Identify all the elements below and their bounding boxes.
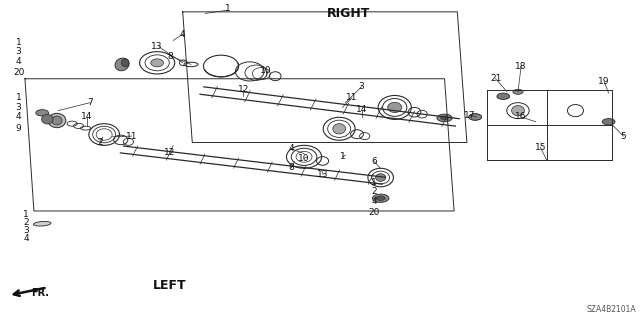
Ellipse shape [122, 59, 129, 67]
Text: 7: 7 [87, 98, 93, 107]
Text: 16: 16 [515, 113, 527, 122]
Circle shape [376, 196, 385, 200]
Text: 17: 17 [465, 111, 476, 120]
Text: 8: 8 [167, 52, 173, 61]
Text: 14: 14 [81, 113, 93, 122]
Text: 15: 15 [534, 143, 546, 152]
Circle shape [36, 110, 49, 116]
Text: 6: 6 [371, 157, 377, 166]
Text: 2: 2 [24, 218, 29, 227]
Text: 12: 12 [237, 85, 249, 94]
Text: 1: 1 [225, 4, 230, 13]
Text: 18: 18 [515, 61, 527, 70]
Text: FR.: FR. [31, 288, 49, 298]
Text: 1: 1 [16, 93, 22, 102]
Text: 3: 3 [16, 47, 22, 56]
Text: 1: 1 [371, 178, 377, 187]
Ellipse shape [42, 115, 53, 124]
Text: 8: 8 [289, 164, 294, 172]
Text: 20: 20 [369, 208, 380, 217]
Text: 4: 4 [371, 197, 377, 206]
Ellipse shape [333, 124, 346, 134]
Text: 10: 10 [260, 66, 271, 75]
Ellipse shape [151, 59, 164, 67]
Circle shape [602, 119, 615, 125]
Ellipse shape [33, 221, 51, 226]
Circle shape [441, 116, 449, 120]
Text: 2: 2 [97, 138, 102, 147]
Text: 13: 13 [152, 42, 163, 52]
Ellipse shape [388, 102, 402, 113]
Text: RIGHT: RIGHT [326, 7, 370, 20]
Ellipse shape [52, 116, 62, 125]
Circle shape [468, 114, 481, 120]
Text: 11: 11 [346, 93, 358, 102]
Ellipse shape [376, 174, 386, 181]
Circle shape [437, 114, 452, 122]
Text: 4: 4 [289, 144, 294, 153]
Circle shape [497, 93, 509, 100]
Text: LEFT: LEFT [153, 279, 187, 292]
Text: 4: 4 [24, 234, 29, 243]
Text: 14: 14 [356, 105, 367, 114]
Text: 19: 19 [598, 77, 610, 86]
Text: 3: 3 [16, 103, 22, 112]
Ellipse shape [115, 58, 129, 71]
Text: 3: 3 [24, 226, 29, 235]
Text: SZA4B2101A: SZA4B2101A [586, 305, 636, 314]
Text: 10: 10 [298, 154, 310, 163]
Text: 5: 5 [620, 132, 626, 140]
Ellipse shape [48, 113, 66, 128]
Text: 4: 4 [180, 30, 186, 39]
Text: 4: 4 [16, 57, 21, 66]
Ellipse shape [511, 106, 524, 116]
Text: 1: 1 [339, 152, 345, 161]
Circle shape [513, 89, 523, 94]
Text: 1: 1 [24, 210, 29, 219]
Text: 21: 21 [490, 74, 501, 83]
Text: 2: 2 [371, 188, 377, 196]
Text: 20: 20 [13, 68, 24, 77]
Text: 9: 9 [16, 124, 22, 132]
Text: 4: 4 [16, 113, 21, 122]
Text: 12: 12 [164, 148, 175, 156]
Text: 3: 3 [358, 82, 364, 91]
Circle shape [468, 114, 481, 120]
Circle shape [372, 194, 389, 202]
Text: 11: 11 [126, 132, 138, 140]
Text: 13: 13 [317, 170, 329, 179]
Text: 1: 1 [16, 38, 22, 47]
